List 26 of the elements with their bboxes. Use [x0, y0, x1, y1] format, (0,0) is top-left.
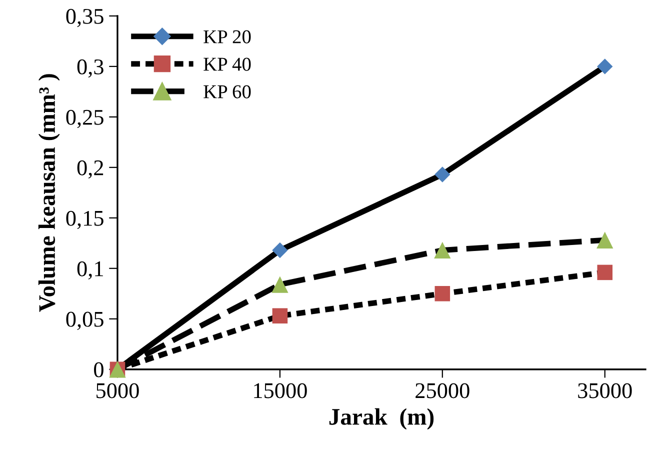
point	[272, 308, 288, 324]
point	[434, 242, 451, 259]
point	[597, 264, 613, 280]
y-tick-label: 0,1	[77, 261, 103, 280]
point	[434, 166, 450, 182]
y-tick-label: 0,25	[66, 110, 104, 128]
y-tick-label: 0,3	[77, 59, 104, 78]
y-tick-label: 0	[94, 362, 104, 378]
y-axis-title: Volume keausan (mm³ )	[38, 74, 60, 312]
x-tick-label: 15000	[254, 383, 307, 398]
point	[597, 58, 613, 74]
point	[272, 276, 288, 293]
y-tick-label: 0,15	[66, 210, 104, 230]
legend-label: KP 40	[204, 58, 251, 71]
point	[596, 232, 614, 248]
y-tick-label: 0,35	[66, 8, 104, 28]
y-tick-label: 0,2	[77, 160, 104, 179]
legend-label: KP 20	[204, 30, 251, 44]
point	[272, 242, 288, 258]
x-axis-title: Jarak (m)	[329, 408, 434, 430]
x-tick-label: 25000	[416, 383, 470, 398]
point	[434, 286, 450, 302]
y-tick-label: 0,05	[66, 312, 104, 330]
x-tick-label: 35000	[578, 383, 632, 398]
legend-label: KP 60	[204, 85, 251, 98]
x-tick-label: 5000	[96, 383, 139, 398]
